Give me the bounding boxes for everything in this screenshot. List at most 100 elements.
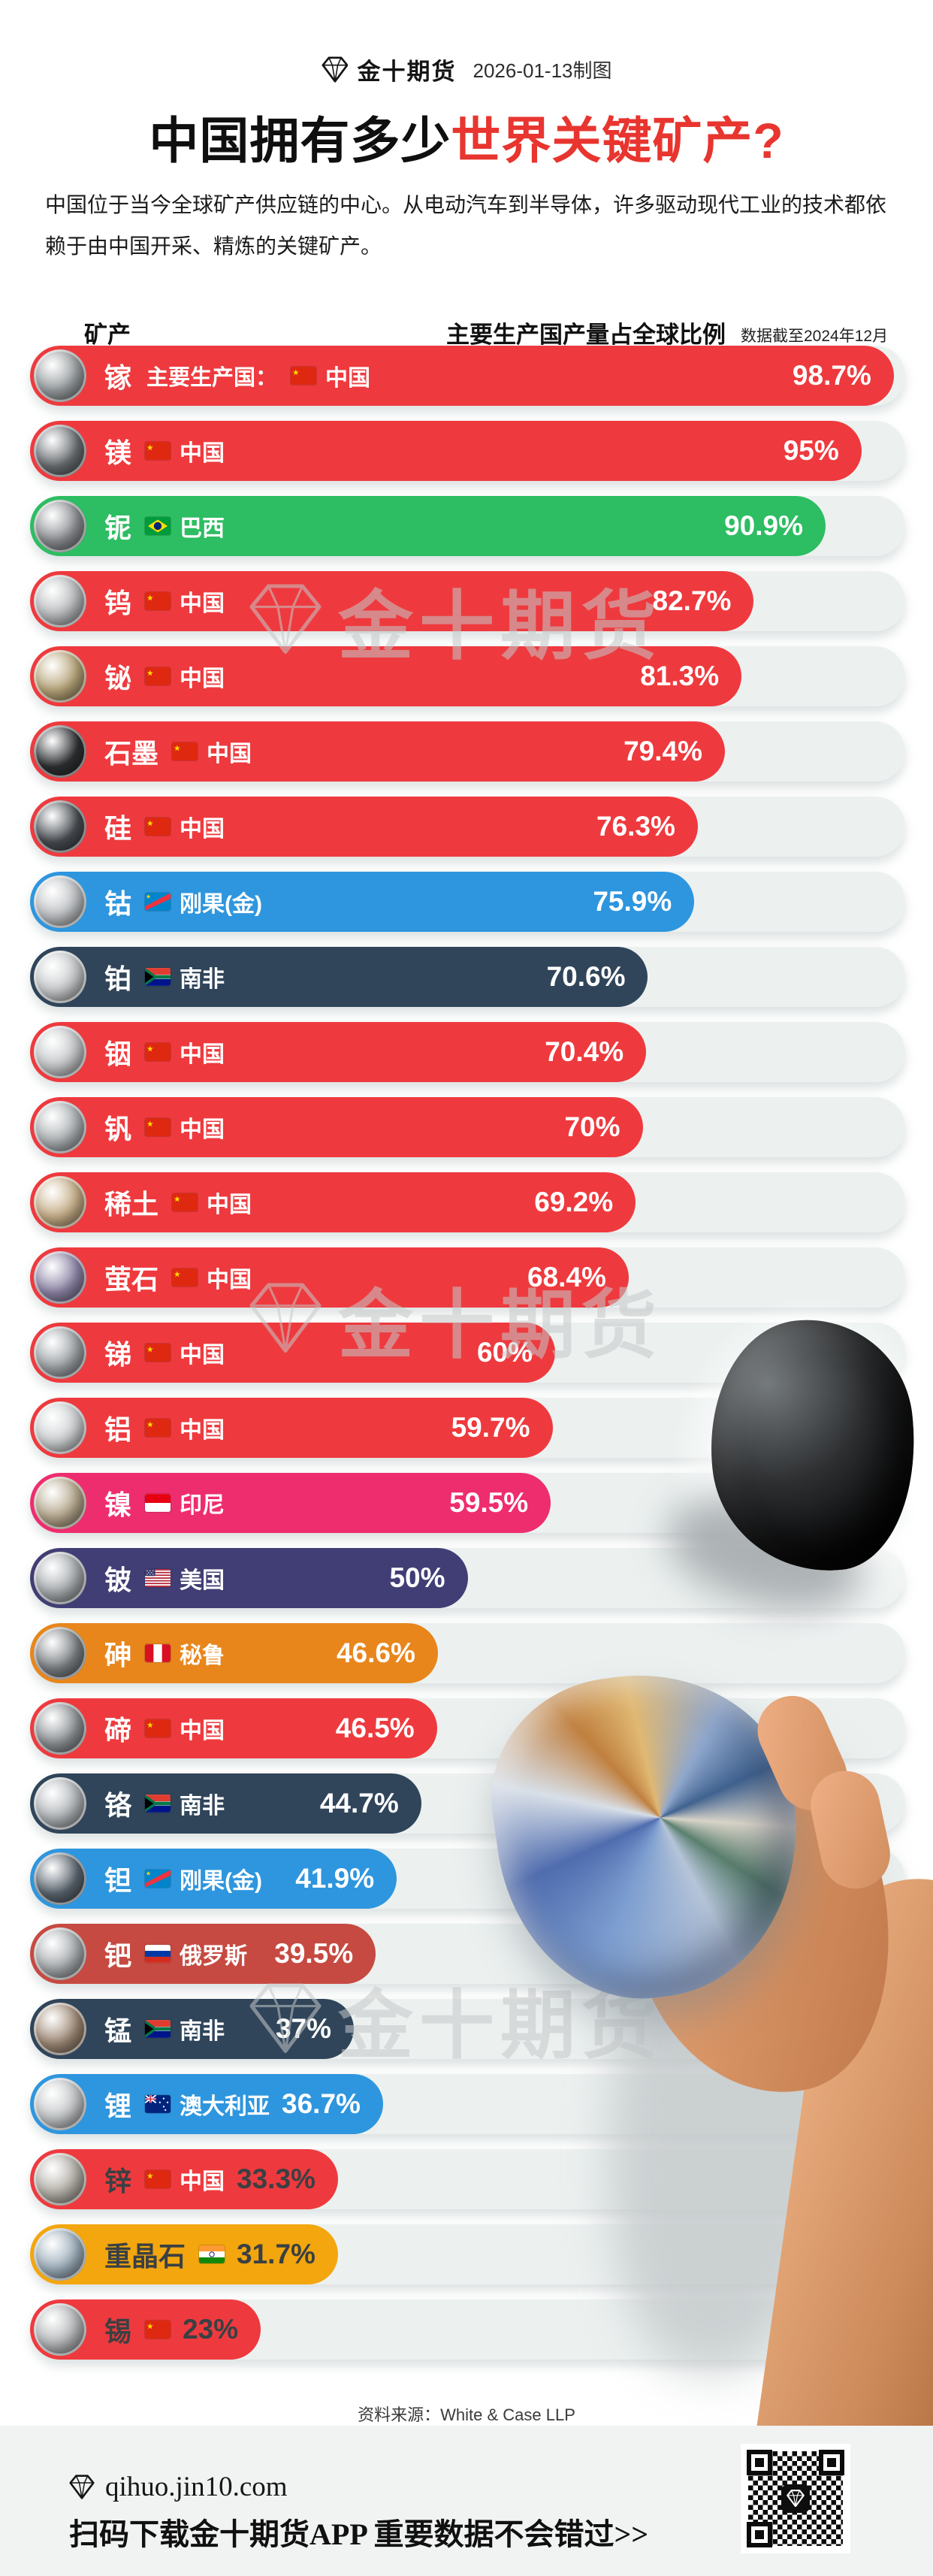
mineral-name: 钒: [104, 1114, 132, 1144]
title-black-part: 中国拥有多少: [149, 113, 451, 168]
bar-fill: 钴 刚果(金) 75.9%: [30, 872, 695, 932]
source-line: 资料来源：White & Case LLP: [0, 2402, 933, 2426]
share-value: 60%: [476, 1337, 533, 1368]
mineral-photo: [34, 1401, 86, 1454]
bar-track: 硅 中国 76.3%: [30, 797, 905, 857]
mineral-name: 锰: [104, 2015, 132, 2046]
bar-fill: 镓 主要生产国： 中国 98.7%: [30, 346, 894, 406]
share-value: 82.7%: [652, 585, 732, 616]
mineral-row: 稀土 中国 69.2%: [30, 1172, 905, 1232]
qr-finder-pattern: [747, 2522, 772, 2547]
country-name: 巴西: [180, 516, 225, 541]
share-value: 33.3%: [237, 2163, 316, 2194]
share-value: 79.4%: [624, 736, 702, 766]
title-red-part: 世界关键矿产?: [451, 113, 784, 168]
country-name: 秘鲁: [180, 1643, 225, 1668]
page-title: 中国拥有多少世界关键矿产?: [0, 101, 933, 173]
share-value: 70.4%: [545, 1036, 624, 1067]
mineral-photo: [34, 1326, 86, 1379]
mineral-name: 稀土: [104, 1189, 159, 1220]
mineral-name: 镁: [104, 437, 132, 468]
bar-track: 镓 主要生产国： 中国 98.7%: [30, 346, 905, 406]
bar-track: 铋 中国 81.3%: [30, 646, 905, 706]
share-value: 68.4%: [527, 1262, 606, 1293]
mineral-name: 铬: [104, 1790, 132, 1821]
qr-finder-pattern: [747, 2450, 772, 2475]
bar-fill: 铝 中国 59.7%: [30, 1398, 553, 1458]
share-value: 23%: [183, 2314, 239, 2345]
mineral-name: 硅: [104, 813, 132, 844]
bar-fill: 铌 巴西 90.9%: [30, 496, 826, 556]
mineral-name: 铍: [104, 1565, 132, 1595]
mineral-row: 铂 南非 70.6%: [30, 947, 905, 1007]
mineral-photo: [34, 2303, 86, 2356]
column-header-mineral: 矿产: [84, 322, 131, 348]
mineral-name: 锑: [104, 1339, 132, 1370]
mineral-name: 铋: [104, 663, 132, 694]
share-value: 90.9%: [724, 510, 803, 541]
mineral-name: 镍: [104, 1489, 132, 1520]
mineral-photo: [34, 1176, 86, 1229]
country-name: 美国: [180, 1568, 225, 1593]
country-name: 中国: [180, 1117, 225, 1142]
country-flag-icon: [145, 1719, 171, 1737]
country-flag-icon: [145, 667, 171, 685]
mineral-name: 砷: [104, 1640, 132, 1670]
footer: qihuo.jin10.com 扫码下载金十期货APP 重要数据不会错过>>: [0, 2426, 933, 2576]
mineral-photo: [34, 1627, 86, 1680]
bar-fill: 铟 中国 70.4%: [30, 1022, 647, 1082]
share-value: 37%: [275, 2013, 332, 2044]
mineral-photo: [34, 1477, 86, 1529]
mineral-row: 铌 巴西 90.9%: [30, 496, 905, 556]
chart-date-note: 2026-01-13制图: [473, 59, 612, 82]
leader-prefix: 主要生产国：: [146, 366, 278, 390]
bar-track: 钨 中国 82.7%: [30, 571, 905, 631]
mineral-name: 重晶石: [104, 2241, 186, 2272]
share-value: 46.5%: [335, 1713, 415, 1743]
mineral-photo: [34, 1251, 86, 1304]
bar-fill: 重晶石 31.7%: [30, 2224, 338, 2284]
mineral-row: 钴 刚果(金) 75.9%: [30, 872, 905, 932]
black-mineral-photo: [653, 1294, 933, 1656]
country-flag-icon: [145, 1794, 171, 1813]
country-name: 澳大利亚: [180, 2094, 270, 2119]
country-flag-icon: [145, 592, 171, 610]
site-url: qihuo.jin10.com: [105, 2472, 288, 2502]
country-flag-icon: [145, 517, 171, 535]
bar-fill: 稀土 中国 69.2%: [30, 1172, 636, 1232]
share-value: 59.5%: [449, 1487, 529, 1518]
share-value: 59.7%: [451, 1412, 530, 1443]
hand-holding-mineral-photo: [476, 1655, 933, 2460]
bar-fill: 萤石 中国 68.4%: [30, 1247, 629, 1308]
bar-track: 石墨 中国 79.4%: [30, 721, 905, 782]
mineral-photo: [34, 800, 86, 853]
bar-fill: 铬 南非 44.7%: [30, 1773, 421, 1834]
country-name: 中国: [180, 2169, 225, 2194]
mineral-name: 铝: [104, 1414, 132, 1445]
country-name: 中国: [207, 1268, 252, 1293]
mineral-photo: [34, 1101, 86, 1153]
country-flag-icon: [145, 1043, 171, 1061]
country-flag-icon: [172, 742, 198, 760]
mineral-photo: [34, 650, 86, 703]
share-value: 70.6%: [546, 961, 626, 992]
country-flag-icon: [145, 1870, 171, 1888]
bar-fill: 钒 中国 70%: [30, 1097, 643, 1157]
mineral-photo: [34, 1702, 86, 1755]
bar-fill: 钯 俄罗斯 39.5%: [30, 1924, 376, 1984]
mineral-photo: [34, 1026, 86, 1078]
country-name: 中国: [207, 1193, 252, 1217]
mineral-row: 镓 主要生产国： 中国 98.7%: [30, 346, 905, 406]
share-value: 46.6%: [336, 1637, 415, 1668]
country-name: 刚果(金): [180, 1869, 262, 1894]
bar-fill: 硅 中国 76.3%: [30, 797, 698, 857]
share-value: 95%: [783, 435, 839, 466]
bar-track: 铂 南非 70.6%: [30, 947, 905, 1007]
country-flag-icon: [145, 442, 171, 460]
mineral-photo: [34, 1852, 86, 1905]
mineral-photo: [34, 1552, 86, 1604]
country-flag-icon: [145, 2095, 171, 2113]
bar-fill: 钨 中国 82.7%: [30, 571, 754, 631]
qr-center-logo: [781, 2484, 810, 2513]
